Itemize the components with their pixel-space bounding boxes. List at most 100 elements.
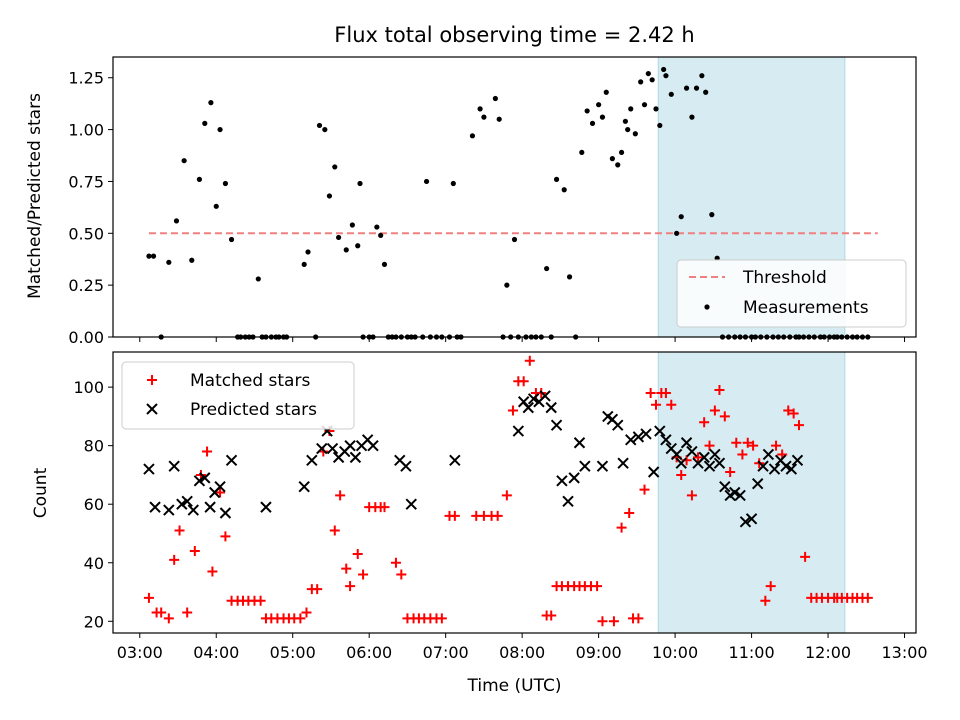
predicted-star-point [780, 460, 792, 472]
measurement-point [173, 218, 180, 224]
predicted-star-point [556, 475, 568, 487]
predicted-star-point [739, 516, 752, 528]
bottom-legend-box [121, 361, 355, 430]
predicted-star-point [660, 434, 672, 446]
matched-star-point [352, 548, 363, 559]
measurement-point [301, 261, 307, 268]
measurement-point [196, 176, 203, 182]
measurement-point [146, 253, 152, 259]
matched-star-point [783, 405, 794, 416]
predicted-star-point [163, 504, 175, 516]
predicted-star-point [625, 434, 637, 446]
top-legend: Threshold Measurements [676, 259, 907, 328]
x-tick-label: 11:00 [729, 643, 775, 662]
top-panel: 0.00 0.25 0.50 0.75 1.00 1.25 Threshold Measure… [68, 56, 917, 347]
matched-star-point [748, 440, 759, 451]
measurement-point [714, 255, 720, 261]
x-tick-label: 10:00 [652, 643, 698, 662]
x-tick-label: 12:00 [805, 643, 851, 662]
predicted-star-point [316, 442, 328, 455]
matched-star-point [608, 616, 619, 627]
legend-predicted-label: Predicted stars [190, 400, 317, 420]
measurement-point [561, 187, 567, 193]
matched-star-point [202, 446, 213, 457]
top-y-tick-label: 0.50 [68, 224, 104, 243]
legend-threshold-label: Threshold [742, 268, 827, 288]
x-tick-label: 09:00 [576, 643, 622, 662]
predicted-star-point [214, 480, 226, 493]
matched-star-point [301, 607, 312, 618]
measurement-point [202, 120, 208, 126]
matched-star-point [255, 595, 266, 606]
predicted-star-point [512, 425, 525, 437]
matched-star-point [719, 411, 730, 422]
measurement-point [615, 162, 621, 168]
measurement-point [228, 236, 235, 243]
matched-star-point [518, 376, 529, 387]
measurement-point [189, 257, 195, 263]
bottom-panel: 20 40 60 80 100 03:00 04:00 05:00 06:00 07:00 08:0… [73, 351, 928, 662]
measurement-point [492, 95, 498, 102]
x-axis-label: Time (UTC) [467, 676, 562, 696]
measurement-point [609, 156, 615, 162]
matched-star-point [660, 387, 671, 398]
matched-star-point [699, 417, 710, 428]
matched-star-point [345, 581, 356, 592]
predicted-star-point [193, 475, 206, 487]
measurement-point [584, 108, 590, 114]
predicted-star-point [176, 498, 188, 510]
matched-star-point [666, 399, 677, 410]
matched-star-point [765, 581, 776, 592]
bottom-y-tick-label: 20 [84, 612, 104, 631]
measurement-point [181, 158, 187, 164]
predicted-star-point [632, 431, 645, 443]
top-y-tick-label: 0.75 [68, 172, 104, 191]
predicted-star-point [670, 448, 683, 461]
matched-star-point [507, 405, 518, 416]
measurement-point [322, 126, 328, 133]
predicted-star-point [219, 507, 232, 519]
matched-star-point [156, 607, 167, 618]
predicted-star-point [698, 451, 710, 464]
measurement-point [622, 118, 628, 124]
predicted-star-point [719, 480, 731, 493]
matched-star-point [143, 592, 154, 603]
bottom-highlight-span [657, 351, 846, 634]
predicted-star-point [729, 486, 741, 499]
bottom-y-axis-label: Count [31, 467, 51, 518]
matched-star-point [169, 554, 180, 565]
measurement-point [603, 89, 609, 95]
matched-star-point [358, 569, 369, 580]
predicted-star-point [785, 463, 798, 475]
bottom-y-tick-label: 60 [84, 495, 104, 514]
predicted-star-point [596, 460, 609, 472]
predicted-star-point [367, 439, 379, 452]
predicted-star-point [187, 504, 200, 516]
matched-star-point [163, 613, 174, 624]
predicted-star-point [527, 393, 540, 405]
matched-star-point [760, 595, 771, 606]
measurement-point [632, 131, 638, 137]
matched-star-point [725, 467, 736, 478]
measurement-point [150, 253, 157, 259]
top-y-tick-label: 0.25 [68, 276, 104, 295]
measurement-point [496, 116, 502, 122]
x-tick-label: 08:00 [499, 643, 545, 662]
x-tick-label: 03:00 [117, 643, 163, 662]
measurement-point [689, 114, 695, 120]
measurement-point [553, 176, 560, 182]
top-y-tick-label: 0.00 [68, 328, 104, 347]
predicted-star-point [762, 448, 775, 461]
x-tick-label: 04:00 [193, 643, 239, 662]
matched-star-point [616, 522, 627, 533]
matched-star-point [546, 610, 557, 621]
matched-star-point [449, 510, 460, 521]
measurement-point [469, 133, 476, 139]
measurement-point [657, 122, 663, 129]
predicted-star-point [349, 451, 362, 464]
measurement-point [641, 102, 648, 108]
bottom-axes-frame [112, 351, 917, 634]
measurement-point [349, 222, 355, 228]
measurement-point [683, 85, 690, 91]
